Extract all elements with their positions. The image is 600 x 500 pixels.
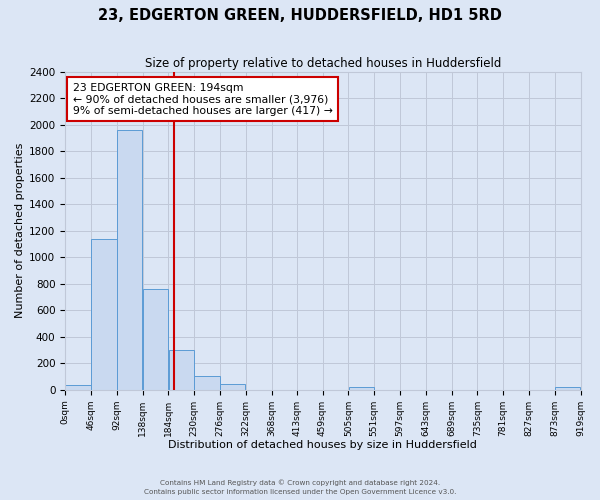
Bar xyxy=(65,385,91,390)
Bar xyxy=(555,387,580,390)
Bar xyxy=(143,289,168,390)
Bar xyxy=(169,350,194,390)
Bar xyxy=(91,238,116,390)
X-axis label: Distribution of detached houses by size in Huddersfield: Distribution of detached houses by size … xyxy=(169,440,477,450)
Bar xyxy=(194,376,220,390)
Title: Size of property relative to detached houses in Huddersfield: Size of property relative to detached ho… xyxy=(145,58,501,70)
Text: 23 EDGERTON GREEN: 194sqm
← 90% of detached houses are smaller (3,976)
9% of sem: 23 EDGERTON GREEN: 194sqm ← 90% of detac… xyxy=(73,83,333,116)
Y-axis label: Number of detached properties: Number of detached properties xyxy=(15,143,25,318)
Text: Contains HM Land Registry data © Crown copyright and database right 2024.
Contai: Contains HM Land Registry data © Crown c… xyxy=(144,480,456,495)
Text: 23, EDGERTON GREEN, HUDDERSFIELD, HD1 5RD: 23, EDGERTON GREEN, HUDDERSFIELD, HD1 5R… xyxy=(98,8,502,22)
Bar xyxy=(220,384,245,390)
Bar xyxy=(117,130,142,390)
Bar xyxy=(349,387,374,390)
